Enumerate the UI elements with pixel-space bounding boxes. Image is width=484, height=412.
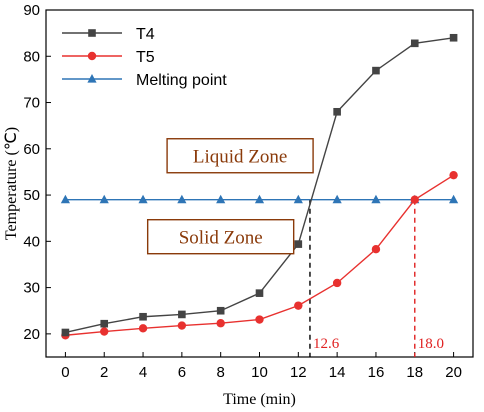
x-tick-label: 18	[406, 364, 423, 381]
square-marker	[178, 310, 186, 319]
series-group	[60, 33, 459, 340]
circle-marker	[371, 244, 381, 254]
y-tick-label: 90	[23, 2, 40, 19]
triangle-marker	[177, 194, 187, 204]
legend: T4 T5 Melting point	[62, 26, 227, 89]
x-tick-label: 10	[251, 364, 268, 381]
circle-marker	[255, 315, 264, 324]
square-marker	[333, 107, 341, 116]
y-tick-label: 30	[23, 280, 40, 297]
vertical-marker-label: 18.0	[418, 336, 444, 352]
square-marker	[216, 306, 225, 315]
x-tick-label: 14	[329, 364, 346, 381]
circle-marker	[332, 278, 342, 288]
zone-box	[146, 219, 295, 255]
circle-marker	[138, 324, 148, 333]
x-tick-label: 20	[445, 364, 462, 381]
axis-ticks: 0 2 4 6 8 10 12 14 16 18 20 20 30 40 50 60 70 80 90	[23, 2, 462, 381]
triangle-marker	[216, 194, 226, 204]
x-tick-label: 0	[61, 364, 69, 381]
triangle-marker	[293, 194, 303, 204]
triangle-marker	[448, 194, 459, 204]
x-axis-title: Time (min)	[223, 391, 296, 408]
x-tick-label: 12	[290, 364, 307, 381]
legend-label: T4	[136, 26, 155, 43]
triangle-marker	[99, 194, 109, 204]
y-tick-label: 80	[23, 48, 40, 65]
x-tick-label: 16	[368, 364, 385, 381]
vertical-marker-label: 12.6	[313, 336, 340, 352]
zone-label: Solid Zone	[179, 228, 263, 249]
y-tick-label: 50	[23, 187, 40, 204]
square-marker	[255, 289, 264, 297]
square-marker	[294, 240, 303, 248]
square-marker	[372, 66, 380, 75]
circle-marker	[410, 195, 419, 204]
zone-annotations: Liquid Zone Solid Zone	[146, 138, 314, 255]
circle-marker	[216, 319, 225, 328]
y-tick-label: 60	[23, 141, 40, 158]
triangle-marker	[87, 74, 97, 83]
circle-marker	[87, 51, 97, 61]
x-tick-label: 2	[100, 364, 108, 381]
square-marker	[449, 33, 458, 42]
square-marker	[139, 312, 147, 321]
circle-marker	[294, 301, 303, 310]
square-marker	[100, 319, 109, 328]
y-tick-label: 40	[23, 233, 40, 250]
x-tick-label: 4	[139, 364, 147, 381]
circle-marker	[100, 327, 109, 336]
triangle-marker	[138, 194, 148, 204]
y-tick-label: 20	[23, 326, 40, 343]
circle-marker	[177, 321, 187, 330]
legend-label: Melting point	[136, 72, 227, 89]
legend-label: T5	[136, 49, 155, 66]
square-marker	[61, 328, 70, 337]
y-tick-label: 70	[23, 95, 40, 112]
zone-box	[166, 138, 314, 174]
square-marker	[88, 29, 96, 37]
triangle-marker	[371, 194, 381, 204]
triangle-marker	[60, 194, 71, 204]
y-axis-title: Temperature (℃)	[3, 127, 20, 240]
zone-label: Liquid Zone	[193, 147, 287, 168]
x-tick-label: 8	[217, 364, 225, 381]
x-tick-label: 6	[178, 364, 186, 381]
square-marker	[410, 39, 419, 48]
vertical-markers: 12.6 18.0	[309, 199, 444, 357]
triangle-marker	[254, 194, 265, 204]
triangle-marker	[332, 194, 342, 204]
circle-marker	[449, 170, 458, 180]
